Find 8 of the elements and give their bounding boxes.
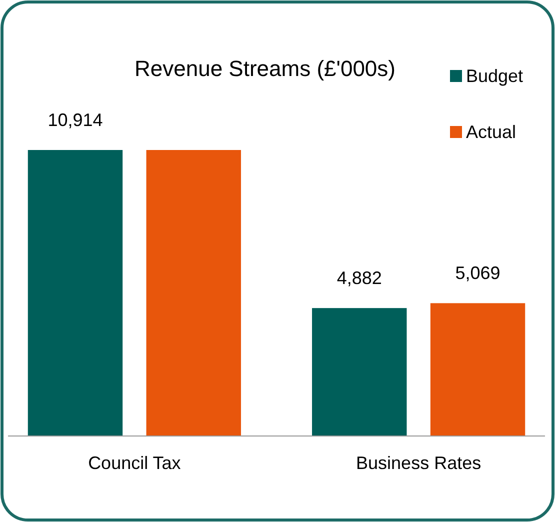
chart-title: Revenue Streams (£'000s) [134,56,396,81]
data-label: 4,882 [336,268,382,288]
legend-label: Actual [466,122,516,142]
data-label: 5,069 [455,263,500,284]
x-tick-label: Business Rates [356,453,482,473]
data-label: 10,914 [48,110,103,130]
x-tick-label: Council Tax [88,453,181,473]
legend-label: Budget [466,66,524,86]
